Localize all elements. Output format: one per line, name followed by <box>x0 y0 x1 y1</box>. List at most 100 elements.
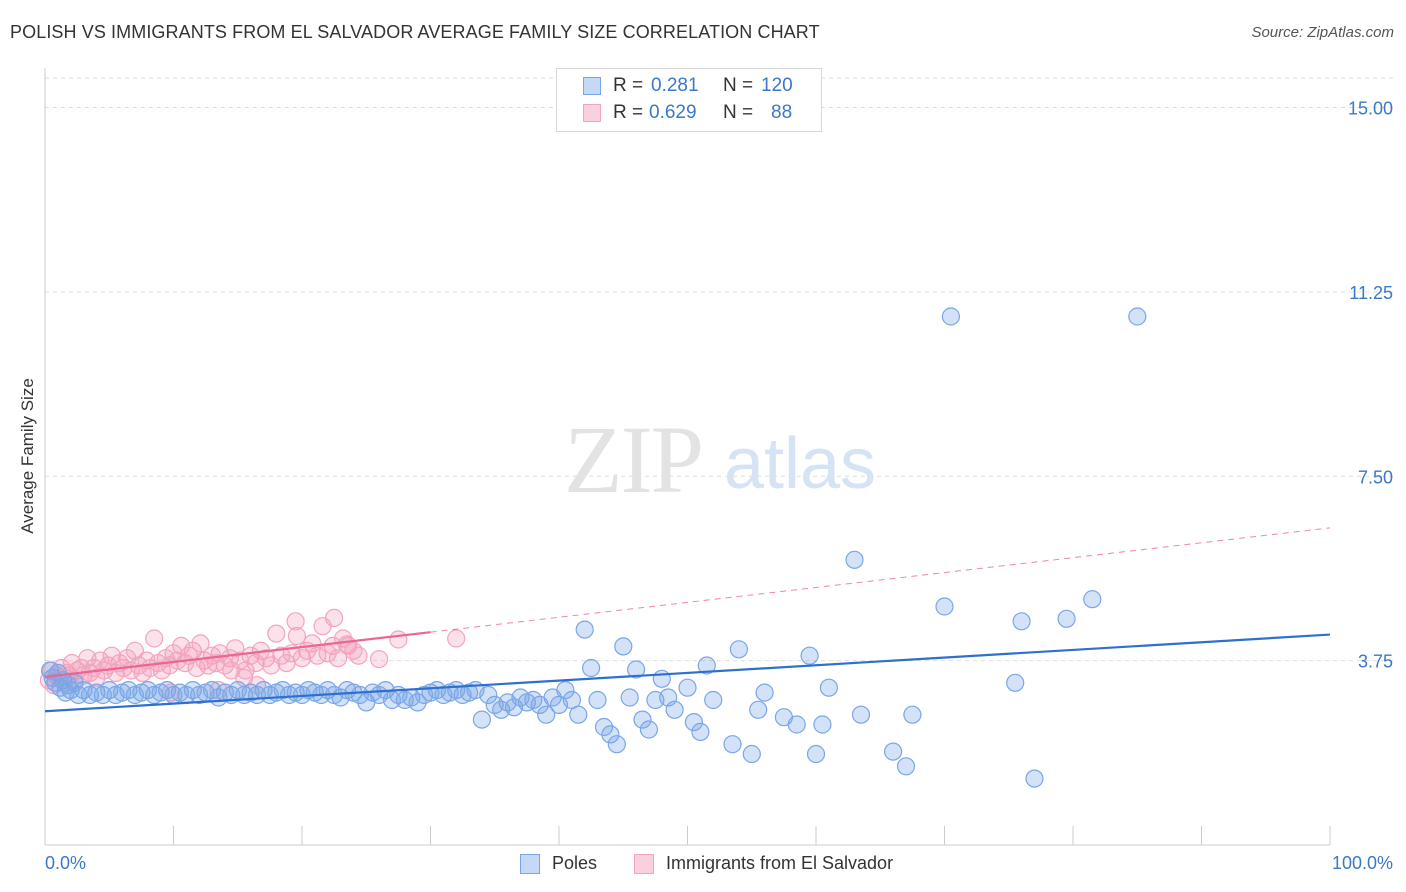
watermark-zip: ZIP <box>564 406 702 513</box>
points-layer <box>39 307 1147 788</box>
stats-legend-row-poles: R = 0.281 N = 120 <box>557 73 821 99</box>
poles-point <box>755 683 774 702</box>
trend-layer <box>44 527 1331 713</box>
poles-point <box>1006 673 1025 692</box>
poles-point <box>607 735 626 754</box>
el-salvador-point <box>87 668 106 687</box>
el-salvador-legend-label: Immigrants from El Salvador <box>666 853 894 873</box>
el-salvador-trend-line-dashed <box>430 527 1331 633</box>
el-salvador-point <box>191 634 210 653</box>
n-value: 88 <box>771 102 793 123</box>
poles-point <box>678 678 697 697</box>
poles-point <box>665 700 684 719</box>
poles-point <box>620 688 639 707</box>
poles-swatch <box>583 77 601 95</box>
el-salvador-point <box>447 629 466 648</box>
el-salvador-trend-line <box>44 631 431 678</box>
n-value: 120 <box>761 75 793 96</box>
poles-point <box>883 742 903 761</box>
el-salvador-point <box>328 649 348 668</box>
source-label: Source: ZipAtlas.com <box>1251 24 1394 41</box>
chart-title: POLISH VS IMMIGRANTS FROM EL SALVADOR AV… <box>10 22 820 42</box>
poles-point <box>813 715 832 734</box>
el-salvador-point <box>125 641 144 660</box>
poles-point <box>614 637 633 656</box>
poles-point <box>903 705 922 724</box>
poles-point <box>472 710 491 729</box>
poles-point <box>408 693 427 712</box>
poles-point <box>749 700 768 719</box>
poles-legend-label: Poles <box>552 853 598 873</box>
el-salvador-point <box>325 608 344 628</box>
x-tick-label: 100.0% <box>1332 853 1393 873</box>
poles-point <box>556 680 575 700</box>
axis-layer <box>44 68 1331 846</box>
poles-point <box>787 715 806 734</box>
poles-point <box>1128 307 1147 326</box>
r-label: R = <box>613 75 644 96</box>
watermark-atlas: atlas <box>724 424 876 504</box>
y-tick-label: 15.00 <box>1348 99 1393 119</box>
poles-point <box>1057 609 1076 628</box>
poles-point <box>851 705 871 724</box>
r-label: R = <box>613 102 644 123</box>
el-salvador-point <box>287 626 306 646</box>
poles-point <box>652 669 671 688</box>
poles-point <box>819 678 839 697</box>
y-tick-label: 3.75 <box>1358 652 1393 672</box>
poles-point <box>633 710 652 729</box>
poles-point <box>575 620 594 639</box>
poles-point <box>601 725 620 744</box>
legend-item-poles: Poles <box>520 852 630 876</box>
el-salvador-point <box>349 646 368 665</box>
n-label: N = <box>723 75 754 96</box>
y-tick-labels: 3.75 7.50 11.25 15.00 <box>1348 99 1393 672</box>
el-salvador-swatch <box>583 104 601 122</box>
x-tick-labels: 0.0% 100.0% <box>45 853 1393 873</box>
y-tick-label: 7.50 <box>1358 467 1393 487</box>
poles-point <box>1012 612 1031 631</box>
poles-point <box>479 685 498 705</box>
el-salvador-point <box>102 646 121 665</box>
stats-legend-row-el-salvador: R = 0.629 N = 88 <box>557 100 821 126</box>
stats-legend: R = 0.281 N = 120 R = 0.629 N = 88 <box>556 68 822 132</box>
poles-point <box>935 597 954 616</box>
poles-point <box>639 720 659 739</box>
el-salvador-legend-swatch <box>634 854 654 874</box>
r-value: 0.629 <box>649 102 697 123</box>
poles-trend-line <box>44 633 1331 713</box>
poles-point <box>806 744 826 764</box>
poles-point <box>723 735 742 754</box>
poles-point <box>1025 769 1044 788</box>
poles-point <box>896 757 916 776</box>
poles-point <box>626 660 646 679</box>
grid-layer <box>45 77 1395 662</box>
legend-item-el-salvador: Immigrants from El Salvador <box>634 852 934 876</box>
poles-point <box>800 646 819 665</box>
y-axis-label: Average Family Size <box>18 378 37 534</box>
poles-point <box>1083 590 1102 609</box>
el-salvador-point <box>172 636 191 656</box>
poles-point <box>588 690 607 710</box>
x-tick-label: 0.0% <box>45 853 86 873</box>
poles-point <box>691 722 710 742</box>
poles-point <box>742 744 761 764</box>
el-salvador-point <box>389 630 408 649</box>
y-tick-label: 11.25 <box>1349 283 1393 303</box>
el-salvador-point <box>286 612 305 631</box>
el-salvador-point <box>370 649 389 669</box>
el-salvador-point <box>337 635 357 654</box>
poles-point <box>704 690 723 710</box>
poles-point <box>941 307 961 326</box>
poles-point <box>537 705 556 724</box>
el-salvador-point <box>145 629 164 648</box>
el-salvador-point <box>231 651 250 670</box>
poles-point <box>569 705 588 724</box>
poles-point <box>729 640 749 659</box>
poles-point <box>845 550 864 569</box>
poles-point <box>697 656 716 675</box>
poles-point <box>581 658 601 678</box>
n-label: N = <box>723 102 754 123</box>
el-salvador-point <box>267 624 286 643</box>
